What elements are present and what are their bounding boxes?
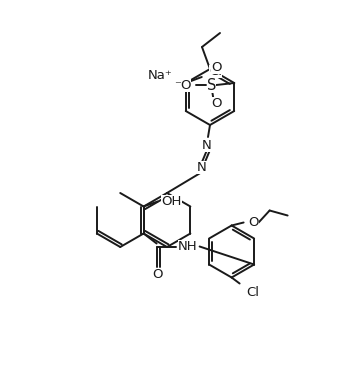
Text: NH: NH <box>178 240 197 253</box>
Text: O: O <box>211 97 222 110</box>
Text: S: S <box>206 77 216 92</box>
Text: N: N <box>197 161 207 174</box>
Text: Cl: Cl <box>246 286 259 299</box>
Text: O: O <box>248 216 259 229</box>
Text: OH: OH <box>161 195 182 208</box>
Text: O: O <box>211 61 222 74</box>
Text: Na⁺: Na⁺ <box>148 68 173 81</box>
Text: O: O <box>153 268 163 281</box>
Text: N: N <box>202 138 212 151</box>
Text: ⁻O: ⁻O <box>174 78 191 91</box>
Text: Cl: Cl <box>209 64 222 77</box>
